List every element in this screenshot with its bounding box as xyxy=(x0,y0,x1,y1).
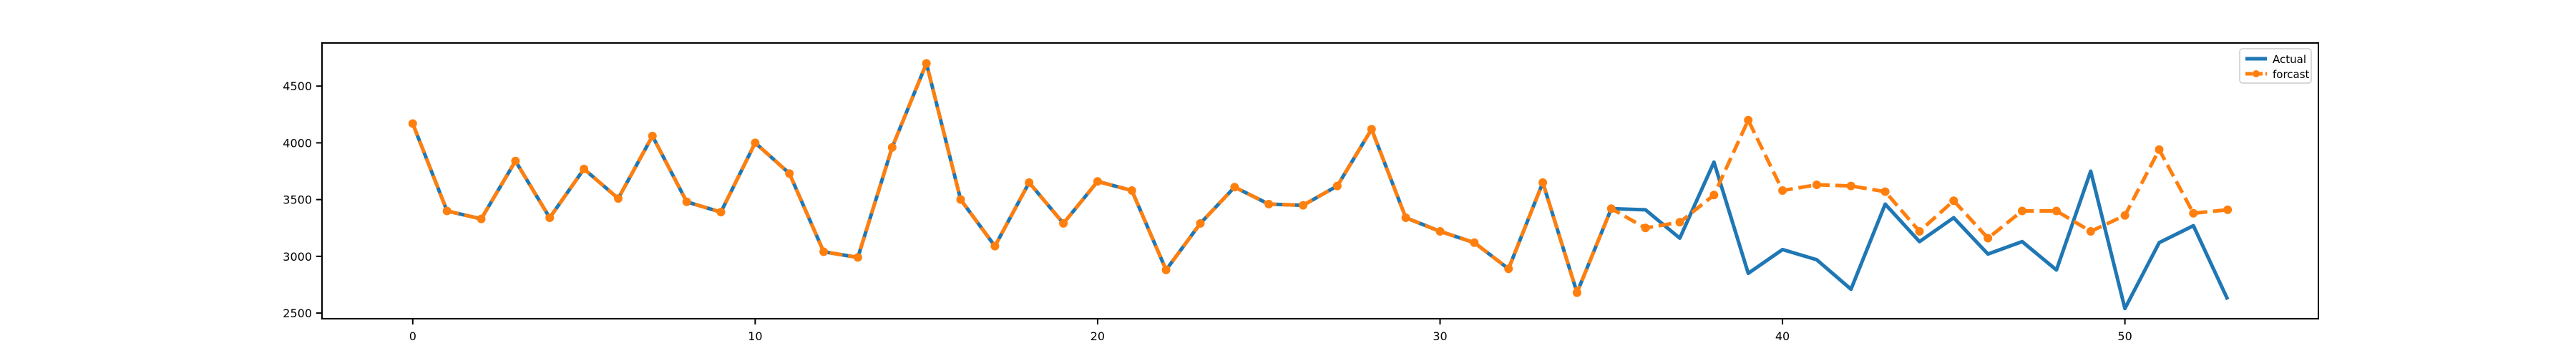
data-point-forcast xyxy=(1504,264,1513,274)
x-tick-label: 50 xyxy=(2117,329,2132,343)
x-tick-label: 20 xyxy=(1091,329,1105,343)
data-point-forcast xyxy=(1675,218,1684,227)
data-point-forcast xyxy=(511,156,520,165)
series-layer xyxy=(408,59,2233,311)
data-point-forcast xyxy=(2155,145,2164,154)
data-point-forcast xyxy=(1606,204,1616,213)
data-point-forcast xyxy=(648,131,657,140)
data-point-forcast xyxy=(580,164,589,173)
data-point-forcast xyxy=(922,59,931,68)
data-point-forcast xyxy=(545,213,555,222)
data-point-forcast xyxy=(2189,208,2198,218)
data-point-forcast xyxy=(1332,181,1342,191)
data-point-forcast xyxy=(2051,206,2061,216)
data-point-forcast xyxy=(1230,183,1239,192)
data-point-forcast xyxy=(1127,186,1136,195)
x-tick-label: 40 xyxy=(1775,329,1790,343)
data-point-forcast xyxy=(1915,227,1924,236)
data-point-forcast xyxy=(1196,218,1205,228)
data-point-forcast xyxy=(751,138,760,148)
legend-marker-forcast xyxy=(2253,70,2260,77)
data-point-forcast xyxy=(1744,115,1753,125)
data-point-forcast xyxy=(2120,211,2129,220)
data-point-forcast xyxy=(1161,265,1171,274)
y-tick-label: 4500 xyxy=(283,80,312,93)
y-tick-label: 2500 xyxy=(283,307,312,320)
y-tick-label: 3500 xyxy=(283,193,312,207)
data-point-forcast xyxy=(1984,234,1993,243)
data-point-forcast xyxy=(1025,178,1034,187)
x-tick-label: 10 xyxy=(748,329,762,343)
data-point-forcast xyxy=(442,206,452,216)
series-line-forcast xyxy=(411,62,2228,295)
data-point-forcast xyxy=(1435,227,1445,236)
x-tick-label: 0 xyxy=(409,329,416,343)
data-point-forcast xyxy=(1538,178,1548,187)
data-point-forcast xyxy=(1778,186,1787,195)
legend: Actual forcast xyxy=(2239,48,2312,84)
legend-label-forcast: forcast xyxy=(2273,68,2310,81)
data-point-forcast xyxy=(785,169,794,178)
data-point-forcast xyxy=(956,195,965,204)
y-tick-label: 3000 xyxy=(283,250,312,264)
data-point-forcast xyxy=(1367,125,1376,134)
data-point-forcast xyxy=(1949,196,1958,206)
data-point-forcast xyxy=(2086,227,2095,236)
data-point-forcast xyxy=(477,214,486,223)
data-point-forcast xyxy=(1880,187,1890,196)
y-tick-label: 4000 xyxy=(283,136,312,150)
data-point-forcast xyxy=(1470,238,1479,247)
data-point-forcast xyxy=(853,253,862,262)
data-point-forcast xyxy=(1299,201,1308,210)
data-point-forcast xyxy=(1846,181,1855,191)
axes-frame xyxy=(321,42,2319,319)
legend-label-actual: Actual xyxy=(2273,53,2306,66)
data-point-forcast xyxy=(2018,206,2026,216)
data-point-forcast xyxy=(2223,205,2233,214)
data-point-forcast xyxy=(1812,180,1821,189)
data-point-forcast xyxy=(887,143,897,152)
data-point-forcast xyxy=(614,194,623,203)
data-point-forcast xyxy=(1401,213,1410,222)
data-point-forcast xyxy=(716,208,726,217)
data-point-forcast xyxy=(1059,218,1068,228)
axes-layer: 0 10 20 30 40 50 2500 3000 3500 4000 4500 xyxy=(283,42,2319,343)
x-tick-label: 30 xyxy=(1433,329,1447,343)
data-point-forcast xyxy=(1709,191,1719,200)
data-point-forcast xyxy=(1093,177,1102,186)
data-point-forcast xyxy=(1641,223,1650,233)
data-point-forcast xyxy=(990,241,1000,251)
data-point-forcast xyxy=(1264,200,1274,208)
plot-area xyxy=(322,43,2318,319)
data-point-forcast xyxy=(1572,288,1581,297)
data-point-forcast xyxy=(819,247,829,256)
data-point-forcast xyxy=(682,197,691,206)
data-point-forcast xyxy=(408,119,417,128)
